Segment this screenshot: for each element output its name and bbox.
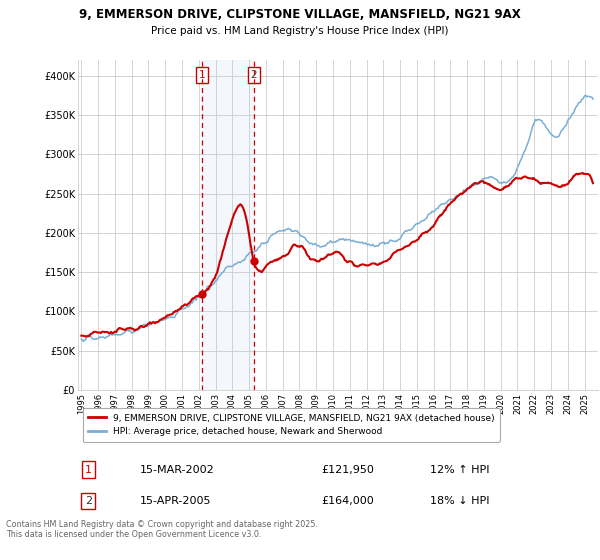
Text: 2: 2 <box>251 70 257 80</box>
Text: 15-MAR-2002: 15-MAR-2002 <box>140 465 215 475</box>
Text: 18% ↓ HPI: 18% ↓ HPI <box>430 496 489 506</box>
Bar <box>202 60 254 390</box>
Text: 1: 1 <box>85 465 92 475</box>
Legend: 9, EMMERSON DRIVE, CLIPSTONE VILLAGE, MANSFIELD, NG21 9AX (detached house), HPI:: 9, EMMERSON DRIVE, CLIPSTONE VILLAGE, MA… <box>83 408 500 442</box>
Text: £164,000: £164,000 <box>321 496 374 506</box>
Text: 9, EMMERSON DRIVE, CLIPSTONE VILLAGE, MANSFIELD, NG21 9AX: 9, EMMERSON DRIVE, CLIPSTONE VILLAGE, MA… <box>79 8 521 21</box>
Text: £121,950: £121,950 <box>321 465 374 475</box>
Text: 2: 2 <box>85 496 92 506</box>
Text: Contains HM Land Registry data © Crown copyright and database right 2025.
This d: Contains HM Land Registry data © Crown c… <box>6 520 318 539</box>
Text: Price paid vs. HM Land Registry's House Price Index (HPI): Price paid vs. HM Land Registry's House … <box>151 26 449 36</box>
Text: 12% ↑ HPI: 12% ↑ HPI <box>430 465 489 475</box>
Text: 1: 1 <box>199 70 206 80</box>
Text: 15-APR-2005: 15-APR-2005 <box>140 496 212 506</box>
